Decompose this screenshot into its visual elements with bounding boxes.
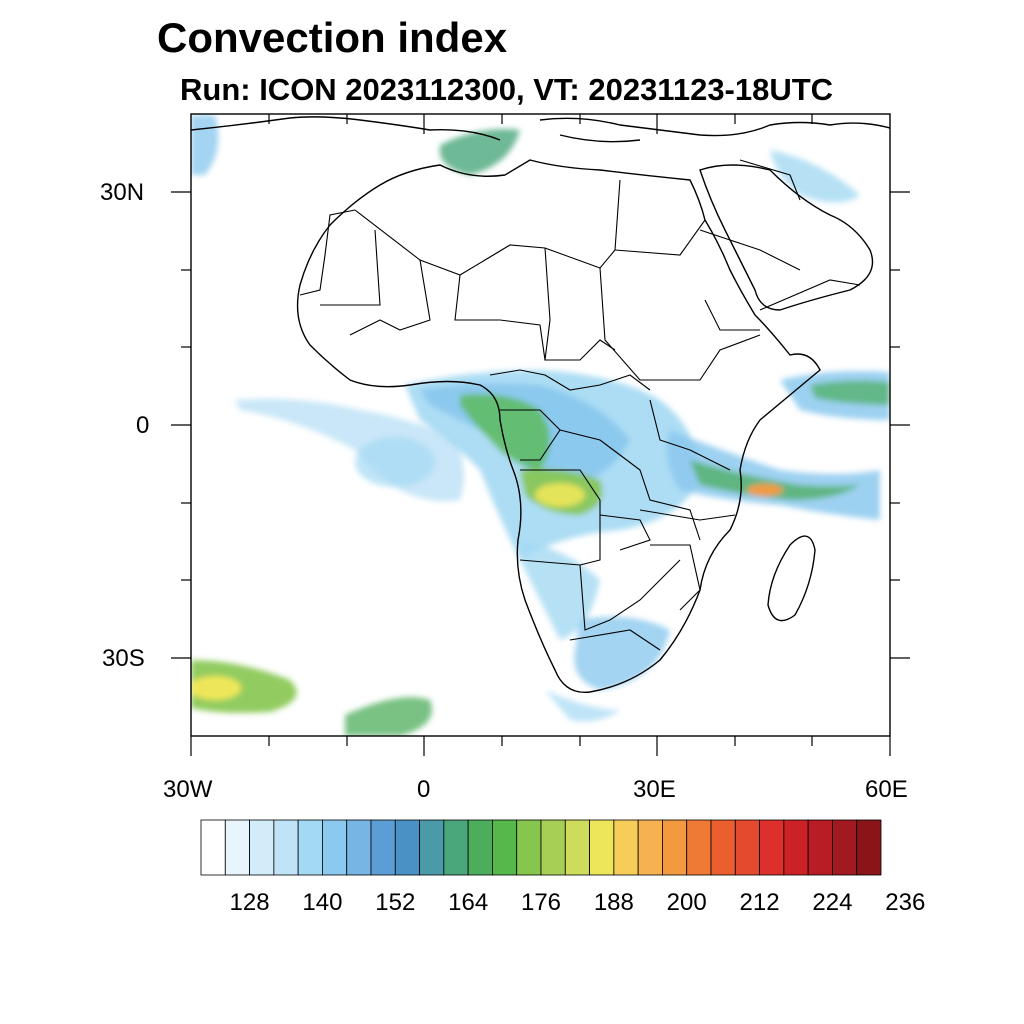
colorbar-swatch (516, 819, 542, 876)
y-label-30n: 30N (100, 179, 145, 206)
colorbar-swatch (346, 819, 372, 876)
colorbar-swatch (783, 819, 809, 876)
colorbar-tick-label: 236 (885, 889, 926, 916)
axis-ticks (171, 114, 910, 756)
colorbar-swatch (249, 819, 275, 876)
colorbar-tick-label: 176 (520, 889, 562, 916)
colorbar-swatch (273, 819, 299, 876)
colorbar-swatch (637, 819, 663, 876)
colorbar-swatch (370, 819, 396, 876)
colorbar-tick-label: 200 (666, 889, 707, 916)
colorbar-swatch (540, 819, 566, 876)
colorbar-tick-label: 140 (302, 889, 343, 916)
colorbar-swatch (832, 819, 858, 876)
y-label-0: 0 (136, 412, 150, 439)
colorbar-swatch (759, 819, 785, 876)
colorbar-tick-label: 164 (448, 889, 489, 916)
x-label-30w: 30W (163, 776, 213, 803)
colorbar-tick-label: 212 (739, 889, 780, 916)
country-borders (299, 159, 861, 651)
colorbar-swatch (710, 819, 736, 876)
colorbar-swatch (686, 819, 712, 876)
colorbar-swatch (467, 819, 493, 876)
colorbar-swatch (856, 819, 882, 876)
convection-field (191, 115, 890, 736)
x-label-60e: 60E (865, 776, 908, 803)
colorbar-swatch (492, 819, 518, 876)
y-label-30s: 30S (102, 645, 145, 672)
colorbar-swatch (200, 819, 226, 876)
colorbar-swatch (394, 819, 420, 876)
x-label-0: 0 (417, 776, 431, 803)
colorbar-tick-label: 224 (812, 889, 853, 916)
colorbar-swatch (662, 819, 688, 876)
colorbar-swatch (443, 819, 469, 876)
colorbar-tick-label: 152 (375, 889, 416, 916)
colorbar-swatch (734, 819, 760, 876)
colorbar-swatch (589, 819, 615, 876)
map-title: Convection index (157, 14, 508, 61)
colorbar-swatch (419, 819, 445, 876)
colorbar-swatch (613, 819, 639, 876)
colorbar-swatch (322, 819, 348, 876)
colorbar-swatch (807, 819, 833, 876)
x-label-30e: 30E (633, 776, 676, 803)
colorbar-swatch (564, 819, 590, 876)
colorbar-swatch (297, 819, 323, 876)
colorbar (200, 819, 882, 876)
colorbar-tick-label: 188 (593, 889, 634, 916)
colorbar-tick-label: 128 (229, 889, 270, 916)
coastlines (191, 116, 890, 694)
run-subtitle: Run: ICON 2023112300, VT: 20231123-18UTC (180, 72, 834, 107)
colorbar-swatch (224, 819, 250, 876)
